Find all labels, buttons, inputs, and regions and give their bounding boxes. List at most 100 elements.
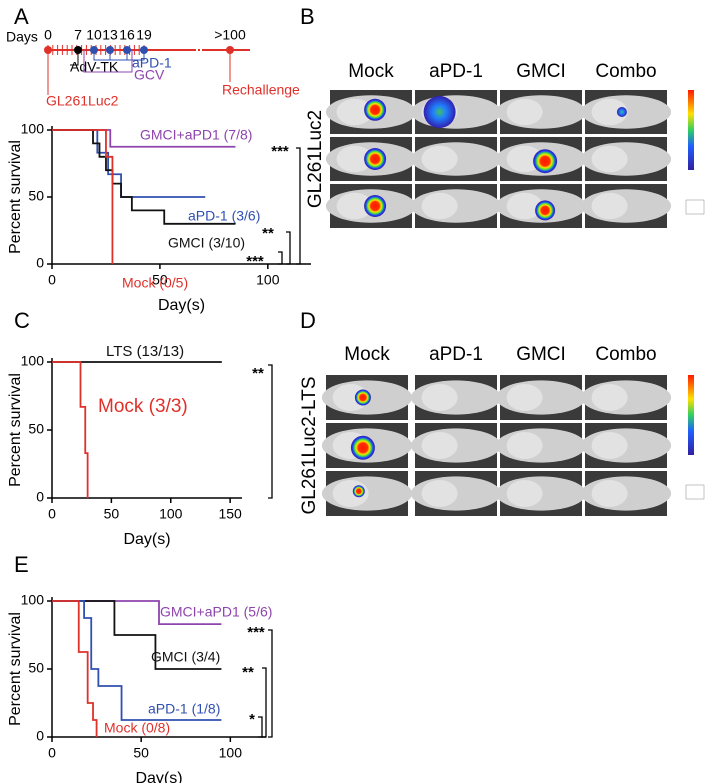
y-tick-label: 0	[36, 255, 44, 271]
colorbar-box	[685, 484, 705, 500]
mouse-head	[591, 98, 628, 126]
x-tick-label: 0	[48, 272, 56, 288]
significance-label: *	[249, 711, 255, 728]
significance-label: **	[252, 365, 264, 382]
timeline-advtk: AdV-TK	[70, 59, 119, 75]
x-tick-label: 100	[219, 745, 243, 761]
row-label: GL261Luc2-LTS	[299, 376, 320, 514]
y-axis-label: Percent survival	[7, 140, 24, 254]
mouse-head	[506, 145, 543, 173]
panel-letter: A	[14, 4, 29, 29]
series-label: Mock (0/8)	[104, 720, 170, 736]
timeline-day: 7	[74, 27, 82, 43]
x-tick-label: 0	[48, 506, 56, 522]
x-tick-label: 50	[152, 272, 168, 288]
mouse-head	[506, 98, 543, 126]
colorbar	[688, 375, 694, 455]
column-header: GMCI	[516, 344, 566, 365]
x-tick-label: 100	[159, 506, 183, 522]
significance-label: ***	[271, 143, 289, 160]
mouse-head	[421, 192, 458, 220]
series-label: GMCI (3/4)	[151, 649, 220, 665]
row-label: GL261Luc2	[305, 110, 326, 208]
column-header: Mock	[348, 61, 394, 82]
x-tick-label: 100	[256, 272, 280, 288]
series-label: LTS (13/13)	[106, 343, 184, 360]
series-label: GMCI+aPD1 (7/8)	[140, 127, 252, 143]
mouse-head	[421, 432, 458, 459]
mouse-head	[336, 145, 373, 173]
mouse-head	[336, 192, 373, 220]
mouse-head	[506, 192, 543, 220]
mouse-head	[421, 145, 458, 173]
y-tick-label: 100	[21, 121, 45, 137]
y-tick-label: 0	[36, 489, 44, 505]
series-label: aPD-1 (3/6)	[188, 208, 260, 224]
x-tick-label: 0	[48, 745, 56, 761]
y-tick-label: 50	[28, 660, 44, 676]
timeline-apd1: aPD-1	[132, 55, 172, 71]
survival-curve	[52, 129, 114, 264]
significance-label: ***	[247, 624, 265, 641]
colorbar	[688, 90, 694, 170]
timeline-day: 0	[44, 27, 52, 43]
y-axis-label: Percent survival	[7, 612, 24, 726]
panel-letter: E	[14, 552, 29, 577]
timeline-connector	[83, 50, 133, 73]
significance-bracket	[278, 251, 283, 265]
mouse-head	[506, 432, 543, 459]
significance-label: **	[262, 225, 274, 242]
y-tick-label: 50	[28, 188, 44, 204]
timeline-rechallenge: Rechallenge	[222, 82, 300, 98]
x-tick-label: 50	[133, 745, 149, 761]
survival-curve	[52, 600, 98, 737]
luminescence-signal	[533, 149, 558, 174]
column-header: aPD-1	[429, 344, 483, 365]
significance-bracket	[296, 147, 301, 265]
significance-label: **	[242, 664, 254, 681]
mouse-head	[591, 432, 628, 459]
luminescence-signal	[364, 98, 387, 121]
x-axis-label: Day(s)	[158, 297, 205, 314]
series-label: GMCI (3/10)	[168, 235, 245, 251]
panel-letter: C	[14, 308, 30, 333]
y-tick-label: 100	[21, 353, 45, 369]
timeline-gcv: GCV	[134, 67, 165, 83]
y-tick-label: 100	[21, 592, 45, 608]
colorbar-box	[685, 199, 705, 215]
timeline-connector	[93, 50, 145, 61]
timeline-days-label: Days	[6, 29, 38, 45]
mouse-head	[591, 192, 628, 220]
significance-bracket	[268, 364, 273, 499]
mouse-head	[506, 384, 543, 411]
timeline-day: 19	[136, 27, 152, 43]
y-tick-label: 0	[36, 728, 44, 744]
luminescence-signal	[354, 389, 371, 406]
mouse-head	[591, 145, 628, 173]
luminescence-signal	[364, 195, 387, 217]
survival-curve	[52, 600, 222, 670]
panel-letter: B	[300, 4, 315, 29]
significance-bracket	[262, 667, 267, 738]
column-header: aPD-1	[429, 61, 483, 82]
significance-bracket	[268, 629, 273, 738]
mouse-head	[336, 98, 373, 126]
luminescence-signal	[352, 485, 365, 498]
timeline-day: 16	[119, 27, 135, 43]
x-axis-label: Day(s)	[135, 770, 182, 783]
series-label: Mock (0/5)	[122, 275, 188, 291]
timeline-tumor: GL261Luc2	[46, 93, 119, 109]
luminescence-signal	[616, 107, 627, 117]
luminescence-signal	[423, 96, 456, 128]
mouse-head	[506, 480, 543, 507]
luminescence-signal	[364, 148, 387, 170]
mouse-head	[591, 480, 628, 507]
x-tick-label: 150	[218, 506, 242, 522]
y-axis-label: Percent survival	[7, 373, 24, 487]
timeline-day: 13	[102, 27, 118, 43]
x-axis-label: Day(s)	[123, 531, 170, 548]
survival-curve	[52, 361, 89, 498]
x-tick-label: 50	[104, 506, 120, 522]
significance-bracket	[286, 231, 291, 265]
